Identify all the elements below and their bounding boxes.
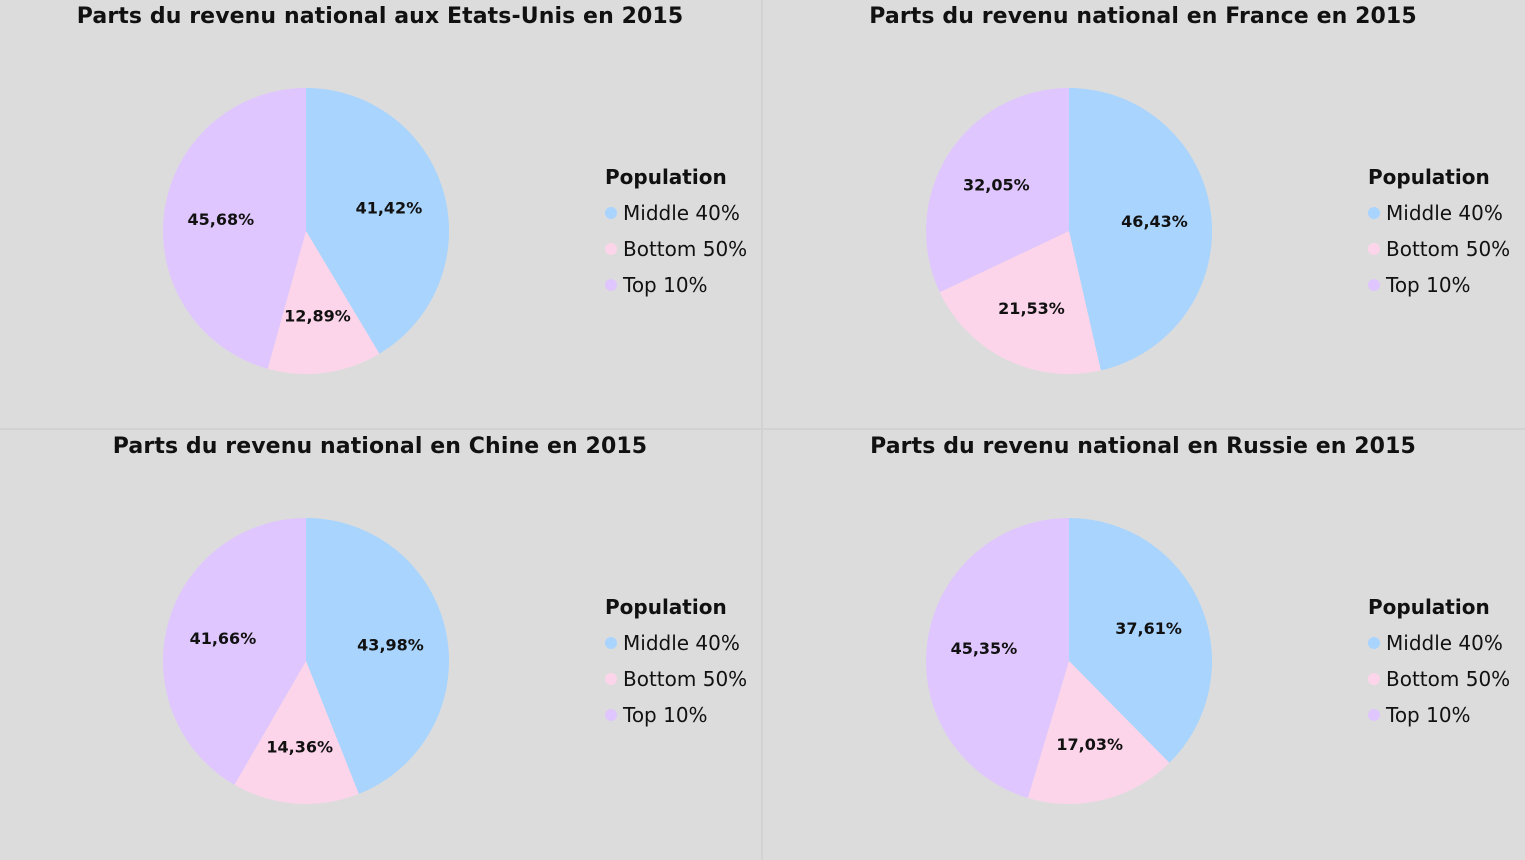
slice-value-label: 46,43% xyxy=(1121,212,1188,231)
chart-title: Parts du revenu national en Chine en 201… xyxy=(112,434,648,459)
legend-item[interactable]: Middle 40% xyxy=(1368,625,1510,661)
slice-value-label: 14,36% xyxy=(266,737,333,756)
legend-item[interactable]: Middle 40% xyxy=(1368,195,1510,231)
legend-item[interactable]: Bottom 50% xyxy=(1368,231,1510,267)
horizontal-divider xyxy=(0,428,1525,430)
legend-label: Middle 40% xyxy=(623,631,740,655)
legend-label: Bottom 50% xyxy=(1386,667,1511,691)
slice-value-label: 45,68% xyxy=(187,210,254,229)
pie-slice[interactable] xyxy=(925,88,1069,293)
slice-value-label: 45,35% xyxy=(951,639,1018,658)
slice-value-label: 43,98% xyxy=(357,635,424,654)
legend-swatch xyxy=(605,709,617,721)
legend-item[interactable]: Middle 40% xyxy=(605,625,747,661)
legend-label: Middle 40% xyxy=(623,201,740,225)
legend-label: Middle 40% xyxy=(1386,631,1503,655)
pie-slice[interactable] xyxy=(1069,88,1213,371)
legend-item[interactable]: Top 10% xyxy=(605,697,747,733)
pie-slice[interactable] xyxy=(939,231,1101,375)
legend-swatch xyxy=(1368,637,1380,649)
legend-title: Population xyxy=(605,595,727,619)
pie-chart: 46,43% 21,53% 32,05% xyxy=(925,88,1213,375)
chart-panel-russia: Parts du revenu national en Russie en 20… xyxy=(763,430,1523,858)
legend-swatch xyxy=(605,673,617,685)
pie-slice[interactable] xyxy=(306,88,450,354)
legend-swatch xyxy=(1368,279,1380,291)
legend-label: Top 10% xyxy=(623,273,708,297)
legend-item[interactable]: Bottom 50% xyxy=(1368,661,1510,697)
legend-title: Population xyxy=(1368,595,1490,619)
legend-item[interactable]: Top 10% xyxy=(1368,697,1510,733)
pie-slice[interactable] xyxy=(163,518,306,785)
legend-item[interactable]: Middle 40% xyxy=(605,195,747,231)
chart-title: Parts du revenu national en France en 20… xyxy=(869,4,1417,29)
chart-title: Parts du revenu national en Russie en 20… xyxy=(870,434,1416,459)
chart-title: Parts du revenu national aux Etats-Unis … xyxy=(76,4,684,29)
legend-item[interactable]: Bottom 50% xyxy=(605,661,747,697)
legend: Population Middle 40% Bottom 50% Top 10% xyxy=(1368,595,1510,733)
legend-swatch xyxy=(1368,709,1380,721)
legend-label: Bottom 50% xyxy=(1386,237,1511,261)
pie-chart: 41,42% 12,89% 45,68% xyxy=(162,87,450,375)
slice-value-label: 32,05% xyxy=(963,176,1030,195)
pie-slice[interactable] xyxy=(926,518,1069,798)
legend-swatch xyxy=(1368,207,1380,219)
legend-label: Top 10% xyxy=(1386,273,1471,297)
legend-swatch xyxy=(1368,673,1380,685)
pie-chart: 43,98% 14,36% 41,66% xyxy=(163,518,449,804)
pie-slice[interactable] xyxy=(306,518,449,794)
legend-title: Population xyxy=(1368,165,1490,189)
legend-label: Top 10% xyxy=(623,703,708,727)
chart-panel-usa: Parts du revenu national aux Etats-Unis … xyxy=(0,0,760,428)
legend-item[interactable]: Bottom 50% xyxy=(605,231,747,267)
pie-chart: 37,61% 17,03% 45,35% xyxy=(926,518,1213,804)
legend: Population Middle 40% Bottom 50% Top 10% xyxy=(1368,165,1510,303)
vertical-divider xyxy=(761,0,763,860)
slice-value-label: 41,42% xyxy=(356,199,423,218)
slice-value-label: 41,66% xyxy=(190,629,257,648)
slice-value-label: 12,89% xyxy=(284,307,351,326)
chart-panel-france: Parts du revenu national en France en 20… xyxy=(763,0,1523,428)
legend-item[interactable]: Top 10% xyxy=(1368,267,1510,303)
legend-swatch xyxy=(605,207,617,219)
legend-label: Bottom 50% xyxy=(623,237,748,261)
pie-slice[interactable] xyxy=(1027,661,1170,804)
slice-value-label: 21,53% xyxy=(998,299,1065,318)
pie-slice[interactable] xyxy=(1069,518,1213,763)
legend-label: Top 10% xyxy=(1386,703,1471,727)
legend-swatch xyxy=(605,279,617,291)
pie-slice[interactable] xyxy=(234,661,359,804)
legend-swatch xyxy=(1368,243,1380,255)
slice-value-label: 17,03% xyxy=(1056,735,1123,754)
legend: Population Middle 40% Bottom 50% Top 10% xyxy=(605,595,747,733)
legend-title: Population xyxy=(605,165,727,189)
legend-swatch xyxy=(605,637,617,649)
legend-swatch xyxy=(605,243,617,255)
pie-slice[interactable] xyxy=(162,87,306,369)
legend-item[interactable]: Top 10% xyxy=(605,267,747,303)
legend: Population Middle 40% Bottom 50% Top 10% xyxy=(605,165,747,303)
legend-label: Bottom 50% xyxy=(623,667,748,691)
pie-slice[interactable] xyxy=(267,231,380,375)
slice-value-label: 37,61% xyxy=(1115,619,1182,638)
chart-panel-china: Parts du revenu national en Chine en 201… xyxy=(0,430,760,858)
legend-label: Middle 40% xyxy=(1386,201,1503,225)
